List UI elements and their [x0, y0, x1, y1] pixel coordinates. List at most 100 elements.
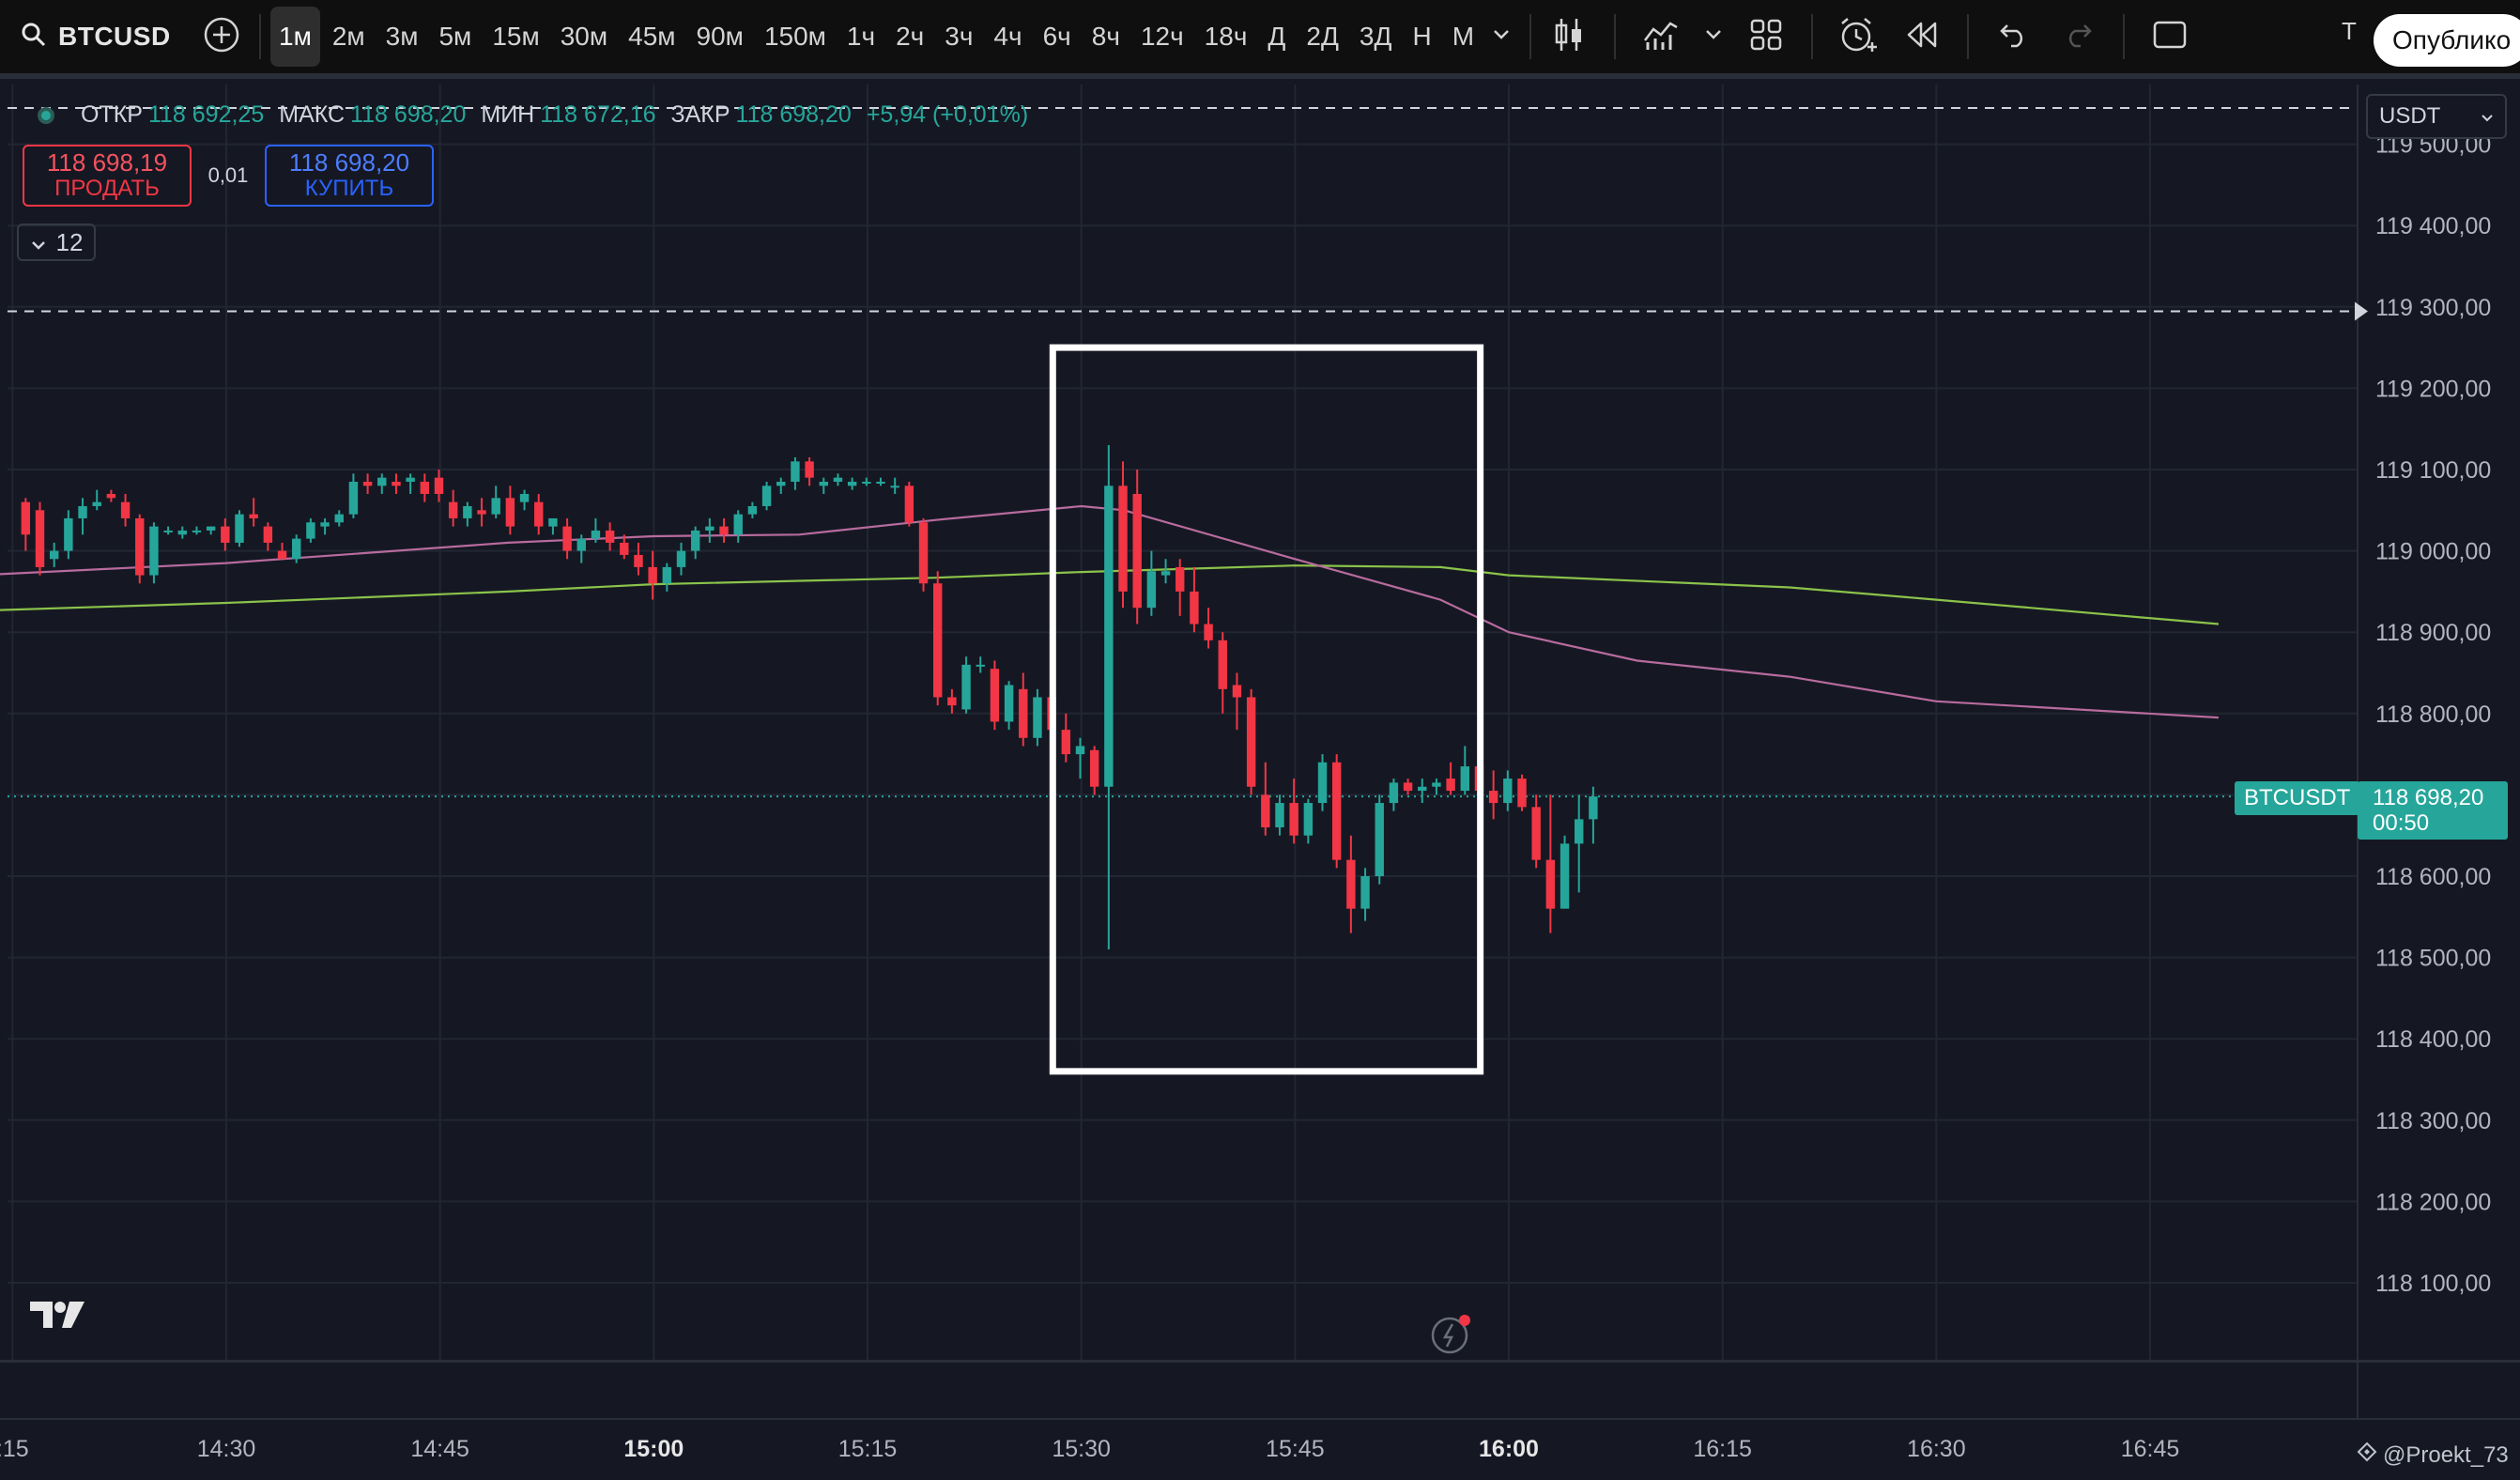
layout-button[interactable] [1738, 8, 1794, 65]
candle [163, 526, 173, 535]
candle [1446, 762, 1455, 795]
chart-type-button[interactable] [1541, 8, 1597, 65]
redo-icon [2062, 22, 2094, 53]
interval-3[interactable]: 5м [438, 22, 472, 51]
interval-15[interactable]: 12ч [1140, 22, 1184, 51]
interval-20[interactable]: Н [1412, 22, 1432, 51]
candle [1061, 713, 1071, 763]
interval-18[interactable]: 2Д [1306, 22, 1339, 51]
indicators-dropdown-button[interactable] [1697, 8, 1730, 65]
candle-body [1204, 624, 1213, 640]
candle-body [1517, 779, 1527, 808]
candle-body [505, 498, 515, 527]
candle-body [92, 501, 101, 506]
candle-body [990, 669, 1000, 722]
add-symbol-button[interactable] [193, 8, 250, 65]
candle-body [292, 538, 301, 560]
rewind-icon [1905, 21, 1939, 54]
time-tick-label: 14:45 [410, 1436, 469, 1462]
undo-button[interactable] [1986, 8, 2042, 65]
lightning-icon[interactable] [1429, 1311, 1474, 1361]
toolbar-partial-label: Т [2342, 17, 2357, 45]
alarm-clock-icon [1838, 16, 1878, 58]
candle [1089, 746, 1099, 795]
candle-body [106, 493, 116, 499]
chart-background [0, 85, 2520, 1480]
interval-8[interactable]: 150м [763, 22, 826, 51]
interval-21[interactable]: М [1452, 22, 1475, 51]
candle-body [35, 510, 45, 567]
last-price-value: 118 698,20 [2373, 785, 2484, 810]
open-value: 118 692,25 [147, 101, 265, 128]
indicators-collapse-button[interactable]: 12 [17, 224, 96, 261]
interval-12[interactable]: 4ч [993, 22, 1022, 51]
toolbar-tools [1541, 8, 2198, 65]
interval-19[interactable]: 3Д [1359, 22, 1392, 51]
currency-select[interactable]: USDT [2366, 94, 2507, 139]
replay-button[interactable] [1894, 8, 1950, 65]
interval-7[interactable]: 90м [696, 22, 744, 51]
publish-button[interactable]: Опублико [2374, 14, 2520, 67]
indicators-button[interactable] [1633, 8, 1689, 65]
order-quantity[interactable]: 0,01 [207, 163, 249, 187]
candle [292, 534, 301, 563]
interval-17[interactable]: Д [1268, 22, 1286, 51]
candle-body [392, 481, 401, 486]
interval-11[interactable]: 3ч [945, 22, 974, 51]
interval-9[interactable]: 1ч [846, 22, 876, 51]
alert-button[interactable] [1830, 8, 1886, 65]
candle [263, 522, 273, 551]
candle [334, 510, 344, 527]
interval-4[interactable]: 15м [492, 22, 540, 51]
candle [420, 473, 430, 502]
candle [847, 477, 857, 490]
price-axis-border [2357, 85, 2359, 1418]
candle [1019, 672, 1028, 747]
fullscreen-button[interactable] [2142, 8, 2198, 65]
candle-body [548, 517, 558, 527]
toolbar-divider [1614, 14, 1617, 59]
sell-label: ПРОДАТЬ [54, 176, 160, 201]
interval-6[interactable]: 45м [628, 22, 676, 51]
intervals-dropdown-button[interactable] [1483, 8, 1520, 65]
candle-body [1317, 762, 1328, 804]
time-tick-label: 15:45 [1266, 1436, 1325, 1462]
symbol-search[interactable]: BTCUSD [0, 22, 188, 53]
interval-2[interactable]: 3м [385, 22, 419, 51]
buy-button[interactable]: 118 698,20 КУПИТЬ [265, 145, 434, 207]
candle-body [206, 526, 216, 531]
interval-14[interactable]: 8ч [1091, 22, 1120, 51]
candle [1488, 770, 1498, 820]
high-value: 118 698,20 [350, 101, 467, 128]
dashed-levels [8, 106, 2368, 798]
tradingview-logo[interactable] [28, 1298, 88, 1336]
interval-10[interactable]: 2ч [896, 22, 925, 51]
candle [206, 526, 216, 535]
candle [890, 477, 899, 494]
interval-16[interactable]: 18ч [1204, 22, 1248, 51]
candle [876, 477, 885, 486]
candle-body [1261, 794, 1270, 828]
candle [491, 486, 500, 518]
sell-button[interactable]: 118 698,19 ПРОДАТЬ [23, 145, 192, 207]
candle-body [890, 486, 899, 488]
candle [1104, 445, 1114, 949]
highlight-rectangle [1049, 344, 1484, 1075]
interval-5[interactable]: 30м [560, 22, 608, 51]
low-value: 118 672,16 [540, 101, 656, 128]
candle [662, 563, 672, 592]
candle [719, 517, 729, 543]
candle-body [1175, 566, 1185, 592]
candle [135, 514, 145, 584]
candle [1517, 774, 1527, 811]
candle [149, 522, 159, 584]
interval-1[interactable]: 2м [331, 22, 365, 51]
redo-button[interactable] [2050, 8, 2106, 65]
candle-body [805, 461, 814, 478]
interval-0[interactable]: 1м [270, 7, 320, 67]
grid-layout-icon [1749, 18, 1783, 56]
price-tick-label: 118 800,00 [2375, 701, 2491, 728]
candle [1261, 762, 1270, 836]
interval-13[interactable]: 6ч [1042, 22, 1071, 51]
